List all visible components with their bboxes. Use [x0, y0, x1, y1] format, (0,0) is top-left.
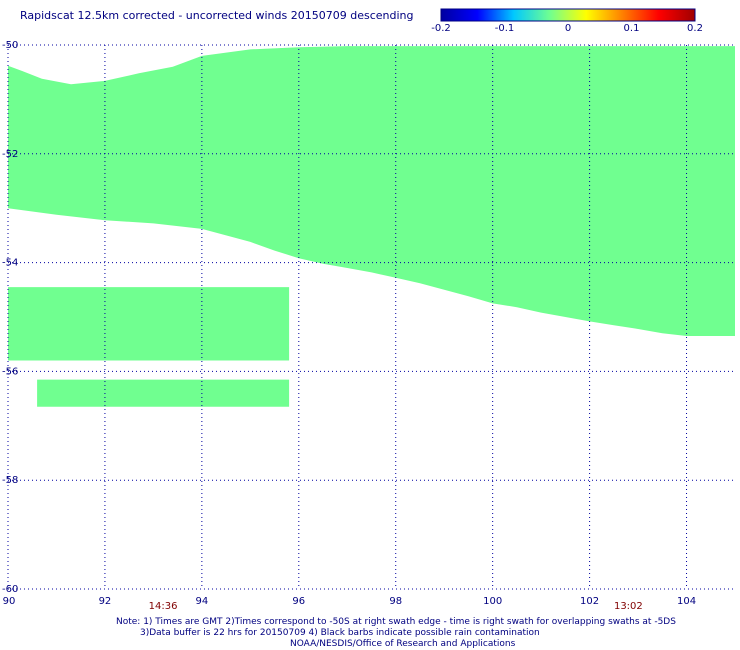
- x-tick-label: 90: [3, 596, 16, 607]
- y-tick-label: -52: [2, 149, 18, 160]
- colorbar-tick-label: 0: [565, 23, 571, 34]
- x-tick-label: 94: [195, 596, 208, 607]
- x-tick-label: 102: [580, 596, 599, 607]
- y-tick-label: -56: [2, 366, 18, 377]
- chart-title: Rapidscat 12.5km corrected - uncorrected…: [20, 9, 414, 22]
- y-tick-label: -50: [2, 40, 18, 51]
- swath-1: [8, 46, 735, 336]
- swath-2: [8, 287, 290, 361]
- x-tick-label: 98: [389, 596, 402, 607]
- x-tick-label: 100: [483, 596, 502, 607]
- y-tick-label: -54: [2, 258, 18, 269]
- note-line-1: Note: 1) Times are GMT 2)Times correspon…: [116, 617, 676, 627]
- colorbar-tick-label: 0.2: [687, 23, 703, 34]
- colorbar-tick-label: -0.1: [495, 23, 515, 34]
- note-line-2: 3)Data buffer is 22 hrs for 20150709 4) …: [140, 628, 540, 638]
- colorbar-tick-label: 0.1: [624, 23, 640, 34]
- time-label: 14:36: [149, 601, 178, 612]
- y-tick-label: -60: [2, 584, 18, 595]
- note-line-3: NOAA/NESDIS/Office of Research and Appli…: [290, 639, 516, 649]
- colorbar-tick-label: -0.2: [431, 23, 451, 34]
- time-label: 13:02: [614, 601, 643, 612]
- colorbar-bar: [440, 8, 696, 22]
- x-tick-label: 104: [677, 596, 696, 607]
- x-tick-label: 92: [99, 596, 112, 607]
- x-tick-label: 96: [292, 596, 305, 607]
- colorbar: -0.2 -0.1 0 0.1 0.2: [431, 8, 703, 34]
- swath-3: [37, 379, 290, 407]
- y-tick-label: -58: [2, 475, 18, 486]
